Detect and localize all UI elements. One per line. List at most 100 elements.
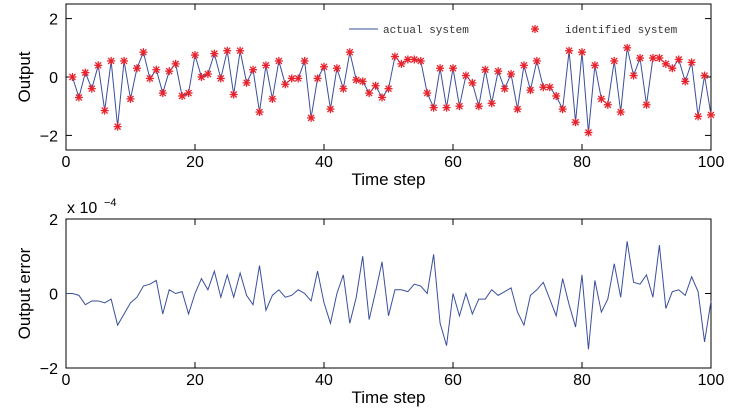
data-point-stroke [178, 92, 186, 100]
data-point-stroke [230, 91, 238, 98]
data-point [681, 77, 690, 86]
data-point-stroke [68, 73, 76, 81]
data-point [216, 74, 225, 83]
data-point-stroke [101, 107, 109, 115]
data-point-stroke [655, 54, 663, 62]
data-point [261, 61, 270, 70]
data-point-stroke [243, 79, 251, 87]
data-point [345, 48, 354, 57]
data-point-stroke [385, 85, 392, 93]
data-point [229, 90, 238, 99]
data-point-stroke [584, 129, 592, 136]
data-point-stroke [185, 89, 193, 97]
data-point-stroke [559, 105, 567, 113]
data-point [158, 89, 167, 98]
data-point [339, 84, 348, 93]
y-tick-label: 2 [49, 212, 58, 229]
axis-scale-exponent: −4 [104, 197, 117, 209]
data-point [274, 56, 283, 65]
data-point-stroke [630, 72, 638, 79]
data-point-stroke [120, 57, 128, 65]
data-point-stroke [139, 48, 147, 56]
data-point-stroke [572, 118, 580, 126]
series-line [66, 241, 712, 350]
data-point-stroke [662, 60, 670, 68]
data-point-stroke [314, 75, 322, 82]
data-point [165, 67, 174, 76]
data-point-stroke [365, 89, 373, 97]
data-point-stroke [320, 63, 328, 71]
data-point-stroke [410, 56, 418, 63]
data-point [191, 51, 199, 60]
data-point [648, 54, 657, 63]
data-point [107, 56, 116, 65]
data-point-stroke [610, 57, 618, 65]
data-point [126, 94, 135, 103]
data-point [358, 77, 367, 86]
data-point-stroke [417, 57, 425, 65]
data-point [145, 74, 154, 83]
data-point-stroke [546, 83, 554, 91]
data-point-stroke [391, 53, 399, 61]
data-point [139, 48, 148, 57]
data-point [384, 84, 393, 93]
y-tick-label: 0 [49, 287, 58, 304]
data-point-stroke [256, 108, 263, 116]
data-point [636, 54, 645, 63]
axes-box [65, 218, 712, 369]
data-point [494, 67, 503, 76]
data-point [526, 86, 535, 95]
data-point [500, 84, 509, 93]
data-point [313, 74, 322, 83]
data-point [513, 105, 522, 114]
data-point [320, 62, 328, 71]
data-point [120, 56, 129, 65]
data-point-stroke [191, 51, 199, 59]
data-point [300, 56, 309, 65]
data-point [203, 70, 212, 79]
data-point-stroke [288, 75, 296, 82]
data-point-stroke [688, 58, 696, 66]
legend-marker-sample [531, 25, 539, 33]
data-point [623, 43, 632, 52]
data-point [558, 105, 567, 114]
data-point-stroke [668, 64, 676, 72]
data-point-stroke [494, 67, 502, 75]
data-point-stroke [707, 111, 715, 119]
data-point [371, 81, 380, 90]
data-point-stroke [636, 54, 644, 62]
data-point-stroke [591, 61, 599, 69]
data-point-stroke [468, 79, 476, 87]
data-point-stroke [88, 85, 96, 93]
y-axis-label: Output error [15, 247, 34, 339]
data-point [545, 83, 554, 92]
data-point [616, 108, 625, 117]
data-point [532, 56, 541, 65]
data-point-stroke [146, 75, 154, 82]
data-point [449, 64, 457, 73]
data-point-stroke [359, 77, 367, 85]
data-point-stroke [346, 48, 354, 56]
data-point-stroke [475, 102, 483, 110]
x-tick-label: 60 [444, 154, 462, 171]
data-point [429, 103, 438, 112]
data-point-stroke [275, 57, 283, 65]
legend: actual system identified system [349, 25, 678, 37]
data-point [287, 74, 296, 83]
data-point-stroke [152, 66, 160, 74]
x-tick-label: 0 [62, 372, 71, 389]
data-point [552, 91, 561, 100]
data-point-stroke [623, 44, 631, 52]
data-point-stroke [236, 47, 244, 55]
data-point [255, 108, 264, 117]
data-point-stroke [443, 104, 451, 112]
data-point-stroke [172, 60, 180, 68]
data-point-stroke [449, 64, 457, 72]
x-tick-label: 20 [186, 372, 204, 389]
data-point [326, 105, 335, 114]
data-point [707, 110, 715, 119]
data-point [249, 65, 258, 74]
data-point [565, 46, 574, 55]
